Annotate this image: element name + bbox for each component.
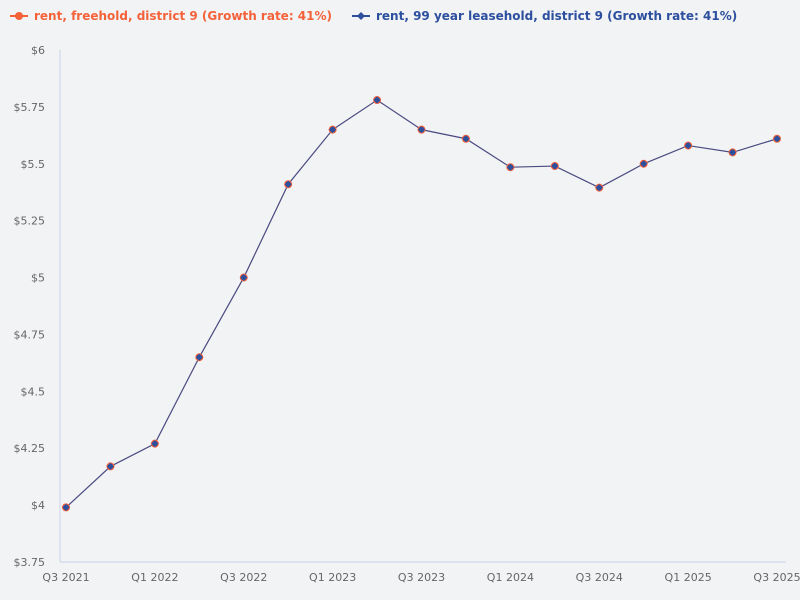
legend-label: rent, 99 year leasehold, district 9 (Gro… <box>376 9 738 23</box>
x-tick-label: Q3 2022 <box>220 571 267 584</box>
y-tick-label: $4.75 <box>14 328 46 341</box>
y-tick-label: $4 <box>31 499 45 512</box>
x-tick-label: Q1 2022 <box>131 571 178 584</box>
x-tick-label: Q3 2024 <box>576 571 623 584</box>
chart-legend: rent, freehold, district 9 (Growth rate:… <box>10 9 737 23</box>
data-point-leasehold-core <box>196 354 203 361</box>
legend-label: rent, freehold, district 9 (Growth rate:… <box>34 9 332 23</box>
x-tick-label: Q3 2021 <box>42 571 89 584</box>
y-tick-label: $5 <box>31 272 45 285</box>
data-point-leasehold-core <box>552 163 558 169</box>
y-tick-label: $4.5 <box>21 385 46 398</box>
x-tick-label: Q1 2023 <box>309 571 356 584</box>
data-point-leasehold-core <box>374 97 380 103</box>
y-tick-label: $5.75 <box>14 101 46 114</box>
y-tick-label: $6 <box>31 44 45 57</box>
y-tick-label: $5.5 <box>21 158 46 171</box>
y-axis: $3.75 $4 $4.25 $4.5 $4.75 $5 $5.25 $5.5 $5.75 $6 <box>14 44 61 569</box>
data-point-leasehold-core <box>329 126 336 133</box>
y-tick-label: $3.75 <box>14 556 46 569</box>
data-point-leasehold-core <box>729 149 736 156</box>
y-tick-label: $4.25 <box>14 442 46 455</box>
data-point-leasehold-core <box>63 504 69 511</box>
data-point-leasehold-core <box>285 181 291 188</box>
x-tick-label: Q1 2024 <box>487 571 534 584</box>
data-point-leasehold-core <box>640 160 647 167</box>
x-tick-label: Q3 2023 <box>398 571 445 584</box>
data-point-leasehold-core <box>507 164 514 170</box>
data-point-leasehold-core <box>418 126 425 133</box>
data-point-leasehold-core <box>774 135 780 142</box>
diamond-marker-icon <box>352 12 370 20</box>
x-axis: Q3 2021 Q1 2022 Q3 2022 Q1 2023 Q3 2023 Q1 20… <box>42 561 800 584</box>
data-point-leasehold-core <box>463 135 469 142</box>
data-point-leasehold-core <box>107 463 114 470</box>
y-tick-label: $5.25 <box>14 215 46 228</box>
data-point-leasehold-core <box>152 440 158 447</box>
data-point-leasehold-core <box>240 274 247 281</box>
x-tick-label: Q1 2025 <box>665 571 712 584</box>
series-line <box>65 99 778 508</box>
data-point-leasehold-core <box>596 184 603 191</box>
data-point-leasehold-core <box>685 142 691 149</box>
legend-item-leasehold[interactable]: rent, 99 year leasehold, district 9 (Gro… <box>352 9 737 23</box>
plot-area <box>62 96 781 512</box>
legend-item-freehold[interactable]: rent, freehold, district 9 (Growth rate:… <box>10 9 332 23</box>
circle-marker-icon <box>10 12 28 20</box>
x-tick-label: Q3 2025 <box>753 571 800 584</box>
